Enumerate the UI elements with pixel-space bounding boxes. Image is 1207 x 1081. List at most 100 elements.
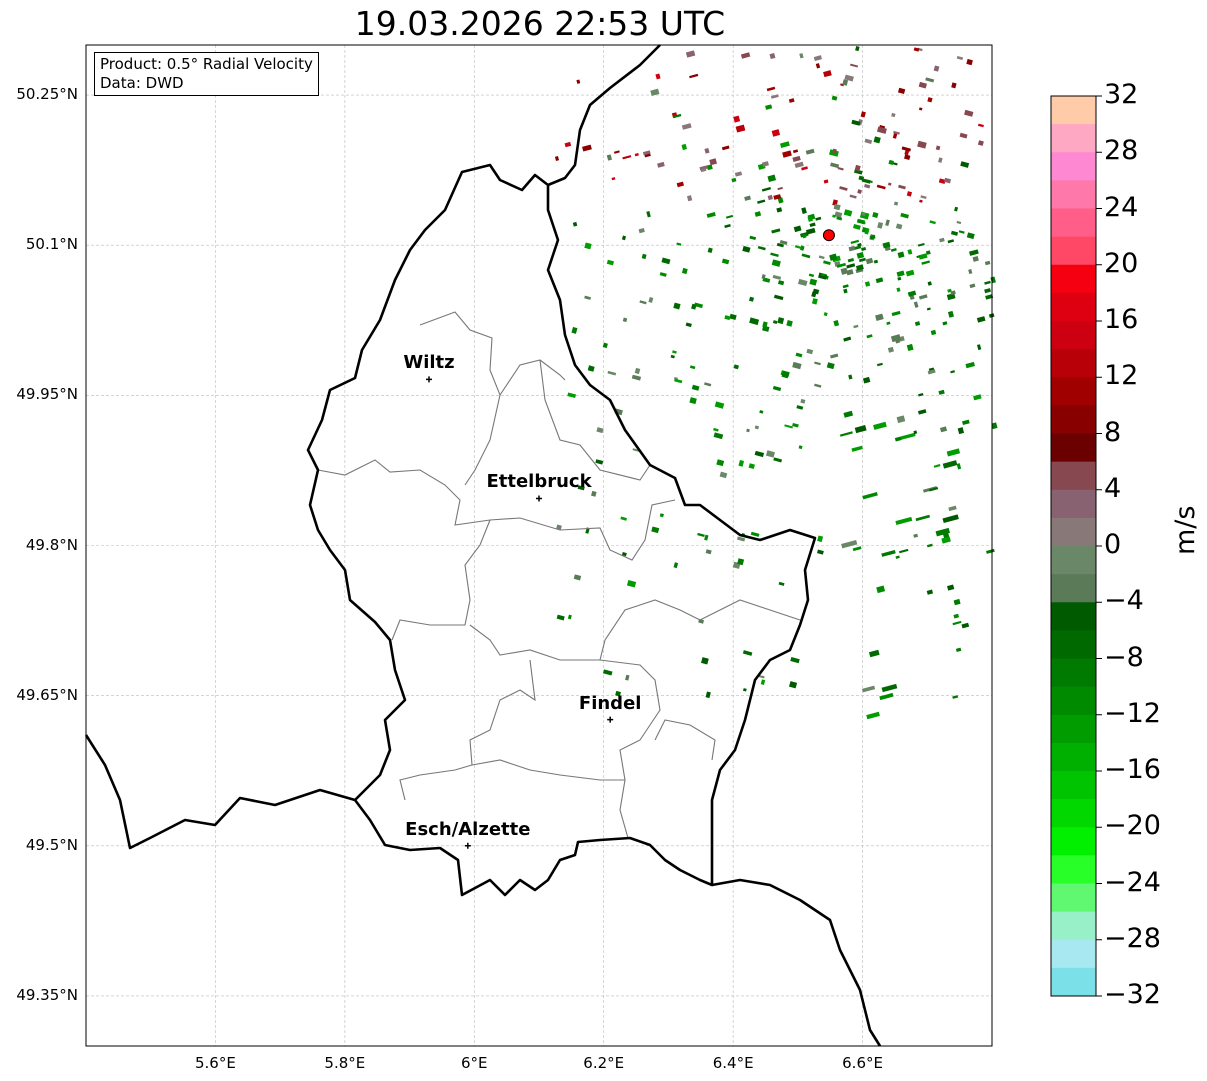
echo-pixel: [706, 164, 713, 171]
echo-pixel: [830, 162, 840, 169]
echo-pixel: [862, 492, 878, 500]
echo-pixel: [830, 353, 839, 359]
echo-pixel: [832, 214, 836, 218]
echo-pixel: [848, 245, 856, 252]
echo-pixel: [864, 183, 871, 189]
echo-pixel: [685, 50, 696, 58]
colorbar-band: [1051, 686, 1096, 716]
colorbar-band: [1051, 349, 1096, 378]
echo-pixel: [731, 177, 737, 183]
echo-pixel: [782, 150, 792, 158]
echo-pixel: [920, 195, 927, 199]
colorbar-band: [1051, 602, 1096, 631]
echo-pixel: [962, 419, 970, 426]
echo-pixel: [556, 614, 565, 621]
colorbar-band: [1051, 405, 1096, 434]
colorbar-band: [1051, 96, 1096, 125]
echo-pixel: [790, 656, 800, 664]
echo-pixel: [977, 140, 984, 146]
echo-pixel: [861, 247, 867, 252]
echo-pixel: [864, 228, 870, 235]
echo-pixel: [896, 287, 901, 292]
city-marker: [607, 716, 614, 723]
echo-pixel: [865, 257, 874, 265]
echo-pixel: [895, 516, 913, 525]
echo-pixel: [856, 218, 866, 225]
echo-pixel: [776, 207, 783, 213]
echo-pixel: [966, 232, 975, 240]
echo-pixel: [729, 313, 737, 321]
echo-pixel: [925, 77, 935, 83]
echo-pixel: [655, 73, 661, 80]
echo-pixel: [776, 242, 784, 248]
echo-pixel: [904, 154, 911, 160]
colorbar-band: [1051, 377, 1096, 406]
echo-pixel: [765, 104, 773, 110]
echo-pixel: [707, 247, 713, 254]
colorbar-band: [1051, 433, 1096, 463]
echo-pixel: [852, 223, 861, 230]
echo-pixel: [713, 427, 719, 432]
echo-pixel: [759, 410, 764, 414]
echo-pixel: [571, 326, 578, 334]
echo-pixel: [673, 302, 681, 310]
echo-pixel: [875, 277, 884, 284]
echo-pixel: [704, 534, 709, 541]
echo-pixel: [792, 155, 801, 162]
echo-pixel: [891, 310, 901, 317]
echo-pixel: [793, 225, 802, 233]
colorbar-tick-label: 20: [1104, 247, 1139, 279]
lon-tick-label: 5.6°E: [195, 1054, 236, 1072]
echo-pixel: [611, 177, 616, 181]
echo-pixel: [855, 264, 864, 271]
echo-pixel: [742, 245, 751, 253]
echo-pixel: [674, 378, 683, 384]
echo-pixel: [955, 647, 962, 652]
echo-pixel: [807, 215, 813, 222]
echo-pixel: [792, 422, 799, 428]
echo-pixel: [770, 252, 779, 257]
echo-pixel: [814, 383, 822, 388]
echo-pixel: [900, 432, 916, 440]
colorbar-band: [1051, 742, 1096, 772]
echo-pixel: [856, 252, 865, 259]
echo-pixel: [952, 620, 962, 626]
echo-pixel: [705, 691, 711, 699]
colorbar-band: [1051, 152, 1096, 181]
echo-pixel: [673, 562, 679, 569]
echo-pixel: [607, 370, 617, 376]
echo-pixel: [897, 251, 905, 259]
echo-pixel: [816, 549, 824, 555]
echo-pixel: [760, 679, 766, 685]
echo-pixel: [861, 178, 871, 184]
echo-pixel: [956, 220, 962, 225]
echo-pixel: [773, 457, 783, 463]
city-label: Findel: [578, 692, 642, 714]
echo-pixel: [901, 146, 911, 152]
echo-pixel: [918, 253, 928, 260]
echo-pixel: [864, 281, 871, 287]
echo-pixel: [976, 344, 982, 351]
echo-pixel: [842, 284, 849, 289]
echo-pixel: [700, 168, 707, 173]
echo-pixel: [659, 513, 664, 518]
echo-pixel: [648, 296, 654, 303]
echo-pixel: [676, 242, 682, 246]
echo-pixel: [850, 63, 859, 68]
echo-pixel: [900, 212, 909, 219]
echo-pixel: [606, 259, 615, 266]
echo-pixel: [927, 97, 933, 103]
echo-pixel: [868, 649, 880, 658]
colorbar-band: [1051, 714, 1096, 744]
echo-pixel: [761, 161, 769, 167]
echo-pixel: [907, 290, 917, 297]
echo-pixel: [926, 589, 934, 595]
echo-pixel: [938, 157, 943, 163]
echo-pixel: [860, 111, 866, 118]
echo-pixel: [591, 490, 597, 497]
echo-pixel: [930, 329, 937, 336]
echo-pixel: [815, 63, 821, 69]
echo-pixel: [670, 354, 675, 359]
echo-pixel: [772, 320, 778, 325]
